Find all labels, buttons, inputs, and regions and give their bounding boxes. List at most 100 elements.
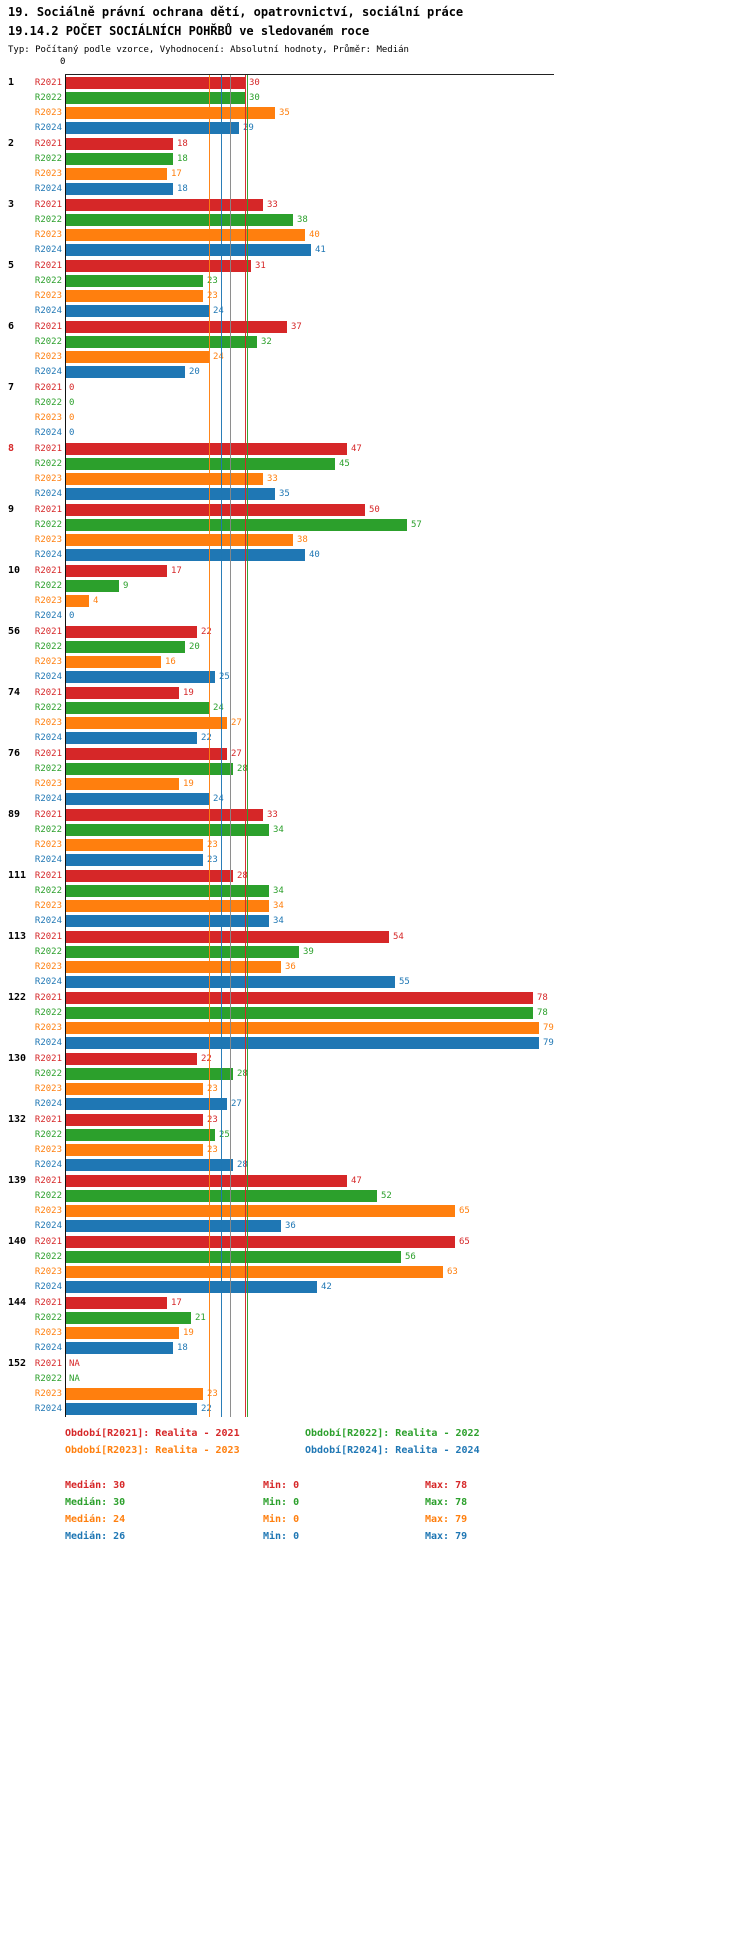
bar: [65, 717, 227, 730]
series-label: R2024: [34, 855, 62, 866]
bar-track: 34: [65, 823, 750, 836]
bar-value-label: 35: [279, 489, 290, 500]
bar: [65, 290, 203, 303]
bar-row: R2023 23: [0, 838, 750, 853]
bar-row: R2021 54: [0, 929, 750, 944]
bar-value-label: 50: [369, 504, 380, 515]
stats-row-R2023: Medián: 24 Min: 0 Max: 79: [65, 1514, 625, 1531]
bar-track: 32: [65, 335, 750, 348]
category-label: 139: [8, 1175, 27, 1186]
bar-value-label: 33: [267, 474, 278, 485]
bar-track: 50: [65, 503, 750, 516]
series-label: R2023: [34, 1328, 62, 1339]
bar-track: 79: [65, 1022, 750, 1035]
category-label: 56: [8, 626, 21, 637]
bar: [65, 213, 293, 226]
series-label: R2023: [34, 657, 62, 668]
bar: [65, 137, 173, 150]
series-label: R2021: [34, 1236, 62, 1247]
bar-track: 45: [65, 457, 750, 470]
bar-track: NA: [65, 1373, 750, 1385]
bar: [65, 686, 179, 699]
bar-value-label: 29: [243, 123, 254, 134]
bar-value-label: 47: [351, 443, 362, 454]
bar-value-label: 27: [231, 718, 242, 729]
bar-row: R2022 25: [0, 1127, 750, 1142]
bar-row: R2023 19: [0, 1326, 750, 1341]
bar-row: R2024 79: [0, 1036, 750, 1051]
category-label: 6: [8, 321, 15, 332]
bar-value-label: 47: [351, 1175, 362, 1186]
bar-row: R2021 22: [0, 624, 750, 639]
bar-value-label: 9: [123, 580, 129, 591]
bar-row: R2021 23: [0, 1112, 750, 1127]
bar-row: R2022 NA: [0, 1371, 750, 1386]
bar-row: R2023 38: [0, 533, 750, 548]
bar-row: R2024 0: [0, 609, 750, 624]
bar: [65, 1067, 233, 1080]
bar-track: 28: [65, 1067, 750, 1080]
bar-track: 9: [65, 579, 750, 592]
category-label: 10: [8, 565, 21, 576]
bar-value-label: 21: [195, 1312, 206, 1323]
bar-value-label: 24: [213, 702, 224, 713]
median-stat: Medián: 24: [65, 1514, 126, 1525]
bar-value-label: 23: [207, 1084, 218, 1095]
bar-track: 17: [65, 168, 750, 181]
bar-row: R2024 22: [0, 731, 750, 746]
bar: [65, 656, 161, 669]
bar-value-label: 63: [447, 1267, 458, 1278]
plot-area: 1 R2021 30 R2022 30 R2023 35 R2024 29 2 R2021 18 R20…: [0, 75, 750, 1417]
bar-row: R2021 47: [0, 1173, 750, 1188]
bar-row: R2023 24: [0, 350, 750, 365]
bar-row: R2023 17: [0, 167, 750, 182]
category-label: 122: [8, 992, 27, 1003]
bar: [65, 1022, 539, 1035]
bar-value-label: 38: [297, 535, 308, 546]
bar-value-label: 23: [207, 1114, 218, 1125]
bar: [65, 1113, 203, 1126]
bar-value-label: 54: [393, 931, 404, 942]
bar: [65, 579, 119, 592]
bar-row: R2022 21: [0, 1310, 750, 1325]
series-label: R2021: [34, 931, 62, 942]
bar-value-label: 19: [183, 779, 194, 790]
bar: [65, 183, 173, 196]
bar-track: 0: [65, 610, 750, 622]
bar-track: 23: [65, 839, 750, 852]
series-label: R2022: [34, 1312, 62, 1323]
bar-track: 19: [65, 778, 750, 791]
stats-row-R2021: Medián: 30 Min: 0 Max: 78: [65, 1480, 625, 1497]
bar: [65, 869, 233, 882]
bar-track: 31: [65, 259, 750, 272]
bar: [65, 152, 173, 165]
category-label: 7: [8, 382, 15, 393]
bar-value-label: 28: [237, 1068, 248, 1079]
bar-track: 27: [65, 747, 750, 760]
bar-value-label: 32: [261, 336, 272, 347]
bar: [65, 305, 209, 318]
series-label: R2023: [34, 962, 62, 973]
bar: [65, 1250, 401, 1263]
max-stat: Max: 79: [425, 1514, 468, 1525]
bar: [65, 76, 245, 89]
bar-value-label: 36: [285, 1221, 296, 1232]
bar-track: 57: [65, 518, 750, 531]
bar: [65, 473, 263, 486]
min-stat: Min: 0: [263, 1497, 300, 1508]
bar-track: 28: [65, 762, 750, 775]
bar: [65, 1098, 227, 1111]
bar-track: 34: [65, 915, 750, 928]
bar-row: R2023 23: [0, 1143, 750, 1158]
bar: [65, 701, 209, 714]
bar-row: R2022 39: [0, 944, 750, 959]
bar-value-label: 22: [201, 733, 212, 744]
bar-track: 23: [65, 274, 750, 287]
bar-track: 20: [65, 640, 750, 653]
bar: [65, 961, 281, 974]
bar-value-label: 24: [213, 352, 224, 363]
legend-item-R2022: Období[R2022]: Realita - 2022: [305, 1428, 480, 1439]
bar-value-label: 23: [207, 1145, 218, 1156]
bar-row: R2022 38: [0, 212, 750, 227]
